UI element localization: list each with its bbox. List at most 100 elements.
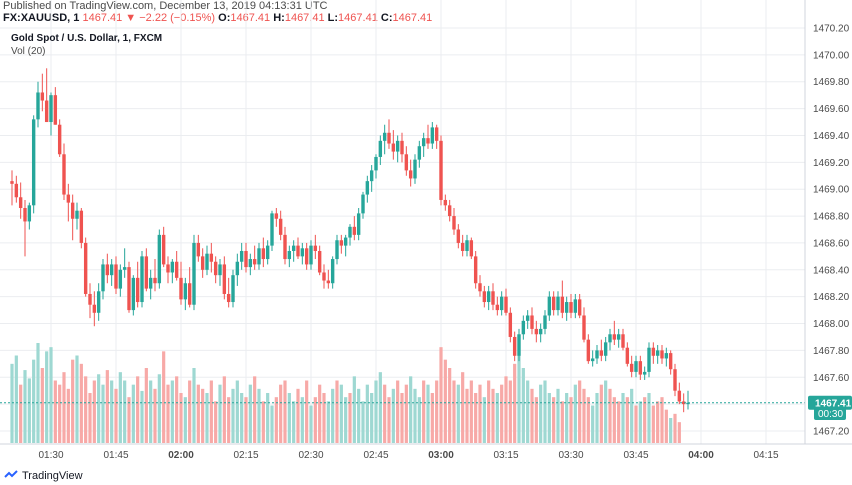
volume-bar <box>664 409 668 443</box>
time-tick-label: 03:00 <box>428 450 454 461</box>
candle-body <box>486 291 491 303</box>
candle <box>257 242 261 270</box>
candle <box>460 234 465 257</box>
price-tick-label: 1467.60 <box>813 373 850 384</box>
volume-bar <box>23 370 27 443</box>
volume-bar <box>240 393 244 443</box>
candle <box>339 234 344 254</box>
volume-bar <box>201 388 205 443</box>
candle <box>608 328 612 351</box>
candle <box>70 194 75 241</box>
candle <box>582 307 586 343</box>
volume-bar <box>218 384 222 443</box>
price-candles <box>10 68 690 413</box>
candle <box>296 237 300 260</box>
candle-body <box>525 315 530 321</box>
volume-bar <box>348 393 352 443</box>
candle-body <box>504 296 508 313</box>
tradingview-logo[interactable]: TradingView <box>4 470 83 482</box>
candle <box>556 291 560 316</box>
candle-body <box>460 242 465 251</box>
candle <box>421 132 426 157</box>
volume-bar <box>387 397 391 443</box>
volume-bar <box>253 376 257 443</box>
candle <box>599 339 604 362</box>
volume-bar <box>517 355 521 443</box>
volume-bar <box>396 380 400 443</box>
symbol-ohlc-bar: FX:XAUUSD, 1 1467.41 ▼ −2.22 (−0.15%) O:… <box>3 12 432 24</box>
candle <box>486 285 491 311</box>
candle <box>131 275 136 316</box>
price-tick-label: 1469.60 <box>813 104 850 115</box>
candle <box>118 264 123 297</box>
candle <box>252 245 257 270</box>
candle-body <box>161 234 166 265</box>
candle <box>586 334 591 364</box>
candle-body <box>83 242 88 294</box>
candle-body <box>144 256 149 289</box>
candle <box>634 355 638 378</box>
candle-body <box>122 267 127 270</box>
volume-bar <box>435 380 439 443</box>
candle-body <box>14 183 19 198</box>
candle-body <box>96 291 101 313</box>
volume-bar <box>335 380 339 443</box>
volume-bar <box>539 384 543 443</box>
candle <box>638 355 643 380</box>
candle <box>465 234 469 257</box>
candle-body <box>339 240 344 246</box>
candle <box>300 242 305 265</box>
time-axis[interactable]: 01:30 01:45 02:00 02:15 02:30 02:45 03:00 03:15… <box>38 450 778 461</box>
candle <box>14 175 19 203</box>
symbol-label[interactable]: FX:XAUUSD, 1 <box>3 12 80 24</box>
candle-body <box>391 143 396 152</box>
candle-body <box>257 248 261 265</box>
volume-bar <box>170 380 174 443</box>
candle <box>517 328 521 362</box>
time-tick-label: 03:15 <box>493 450 518 461</box>
candle <box>10 170 14 206</box>
candle-body <box>140 256 144 303</box>
candle <box>603 336 608 362</box>
volume-bar <box>266 393 270 443</box>
candle-body <box>517 334 521 356</box>
candle <box>105 253 110 284</box>
price-axis[interactable]: 1470.20 1470.00 1469.80 1469.60 1469.40 1469.… <box>813 24 850 438</box>
price-tick-label: 1470.00 <box>813 50 850 61</box>
volume-bar <box>209 380 213 443</box>
candle-body <box>170 261 175 273</box>
volume-bar <box>582 388 586 443</box>
candle <box>647 342 651 378</box>
candle-body <box>226 293 231 303</box>
candle-body <box>655 350 660 356</box>
candle-body <box>638 361 643 375</box>
candle-body <box>291 245 296 251</box>
volume-bar <box>292 401 296 443</box>
candle-body <box>53 95 58 125</box>
volume-bar <box>660 397 664 443</box>
volume-bar <box>40 368 44 443</box>
candle <box>326 269 331 289</box>
time-tick-label: 02:00 <box>168 450 194 461</box>
candle <box>313 234 318 260</box>
candle-body <box>274 213 279 219</box>
candle-body <box>586 339 591 362</box>
volume-bar <box>235 380 239 443</box>
volume-bar <box>469 380 473 443</box>
candle-body <box>118 269 123 289</box>
volume-bar <box>452 380 456 443</box>
volume-legend[interactable]: Vol (20) <box>11 46 45 57</box>
candle <box>660 345 664 364</box>
candle-body <box>651 347 656 356</box>
candle-body <box>343 237 348 246</box>
candle <box>430 122 435 149</box>
chart-legend-title[interactable]: Gold Spot / U.S. Dollar, 1, FXCM <box>11 33 162 44</box>
candle-body <box>456 229 461 243</box>
candle <box>265 240 270 265</box>
candle <box>668 350 673 375</box>
volume-bar <box>474 393 478 443</box>
candle-body <box>452 216 456 230</box>
candle-body <box>148 277 153 289</box>
volume-bar <box>305 380 309 443</box>
